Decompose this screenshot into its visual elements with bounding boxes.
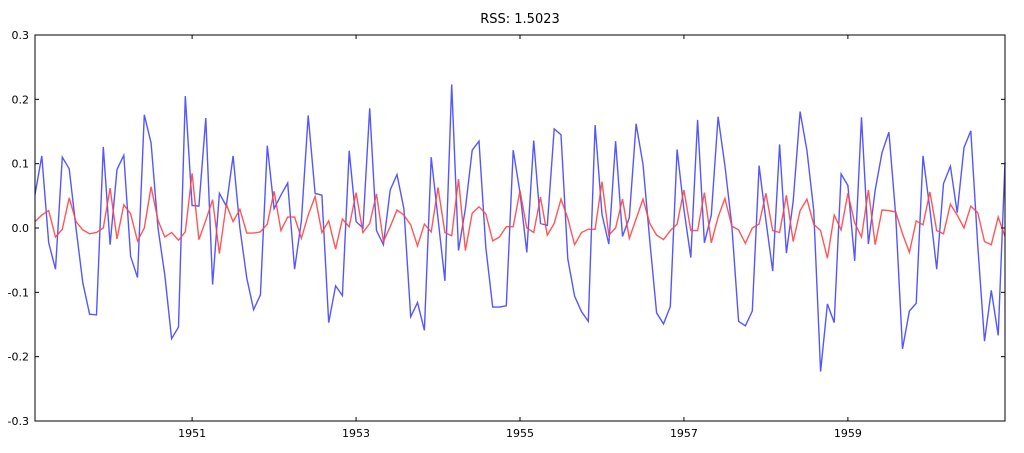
x-tick-label: 1953: [342, 427, 370, 440]
x-tick-label: 1957: [670, 427, 698, 440]
y-axis: -0.3 -0.2 -0.1 0.0 0.1 0.2 0.3: [8, 29, 1005, 428]
x-tick-label: 1955: [506, 427, 534, 440]
series-line-2: [34, 173, 1006, 259]
y-tick-label: -0.1: [8, 286, 29, 299]
series-line-1: [34, 84, 1006, 372]
x-tick-label: 1951: [178, 427, 206, 440]
y-tick-label: 0.1: [12, 158, 30, 171]
series-layer: [34, 84, 1006, 372]
y-tick-label: 0.0: [12, 222, 30, 235]
y-tick-label: 0.2: [12, 93, 30, 106]
x-tick-label: 1959: [834, 427, 862, 440]
chart-title: RSS: 1.5023: [480, 12, 560, 27]
y-tick-label: -0.3: [8, 415, 29, 428]
y-tick-label: -0.2: [8, 351, 29, 364]
x-axis: 1951 1953 1955 1957 1959: [178, 35, 862, 440]
plot-area-frame: [34, 34, 1006, 422]
y-tick-label: 0.3: [12, 29, 30, 42]
